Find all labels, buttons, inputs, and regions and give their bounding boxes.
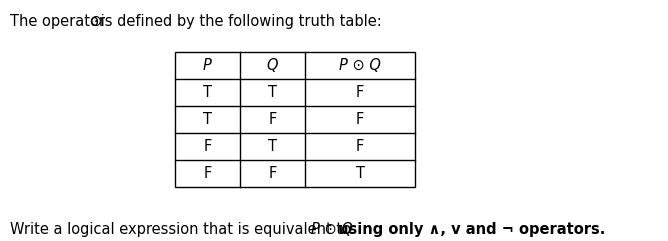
Text: The operator: The operator bbox=[10, 14, 110, 29]
Text: Q: Q bbox=[267, 58, 279, 73]
Bar bbox=[175, 52, 415, 187]
Text: P ⊙ Q: P ⊙ Q bbox=[311, 222, 353, 237]
Text: T: T bbox=[268, 139, 277, 154]
Text: T: T bbox=[203, 112, 212, 127]
Text: F: F bbox=[356, 85, 364, 100]
Text: ⊙: ⊙ bbox=[90, 14, 102, 29]
Text: is defined by the following truth table:: is defined by the following truth table: bbox=[96, 14, 382, 29]
Text: T: T bbox=[203, 85, 212, 100]
Text: T: T bbox=[355, 166, 365, 181]
Text: F: F bbox=[269, 112, 277, 127]
Text: F: F bbox=[356, 112, 364, 127]
Text: P ⊙ Q: P ⊙ Q bbox=[339, 58, 381, 73]
Text: T: T bbox=[268, 85, 277, 100]
Text: F: F bbox=[203, 139, 212, 154]
Text: P: P bbox=[203, 58, 212, 73]
Text: Write a logical expression that is equivalent to: Write a logical expression that is equiv… bbox=[10, 222, 355, 237]
Text: using only ∧, v and ¬ operators.: using only ∧, v and ¬ operators. bbox=[333, 222, 606, 237]
Text: F: F bbox=[356, 139, 364, 154]
Text: F: F bbox=[203, 166, 212, 181]
Text: F: F bbox=[269, 166, 277, 181]
